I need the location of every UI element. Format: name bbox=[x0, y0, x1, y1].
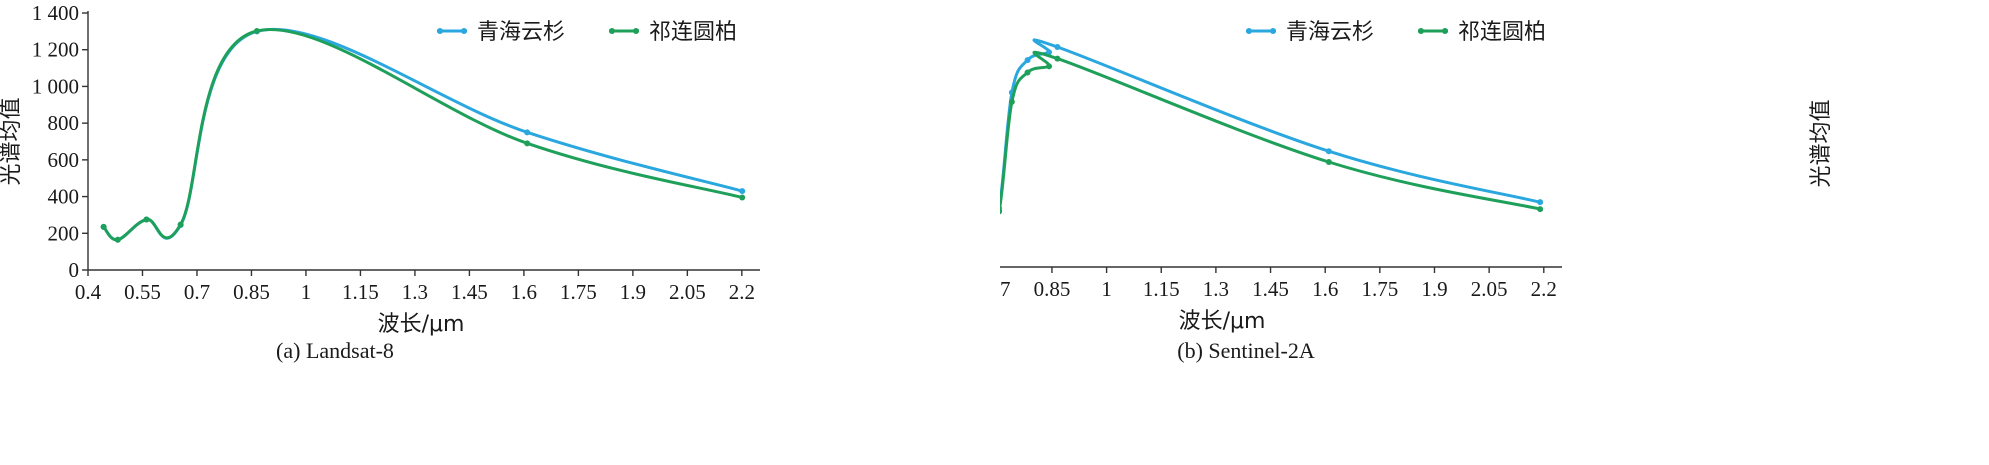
legend-marker bbox=[437, 28, 443, 34]
y-tick-label: 600 bbox=[48, 148, 80, 172]
legend-marker bbox=[1442, 28, 1448, 34]
data-point bbox=[1537, 199, 1544, 206]
x-tick-label: 1.15 bbox=[1143, 277, 1180, 301]
data-point bbox=[524, 129, 531, 136]
x-tick-label: 1.6 bbox=[511, 280, 537, 304]
x-tick-label: 2.2 bbox=[729, 280, 755, 304]
x-tick-label: 1.45 bbox=[451, 280, 488, 304]
series-line-qilian-juniper bbox=[1000, 50, 1542, 215]
data-point bbox=[253, 27, 260, 34]
data-point bbox=[1325, 148, 1332, 155]
x-tick-label: 0.7 bbox=[184, 280, 210, 304]
y-tick-label: 1 400 bbox=[32, 1, 79, 25]
legend-marker bbox=[1418, 28, 1424, 34]
y-axis-title: 光谱均值 bbox=[0, 97, 24, 185]
x-tick-label: 0.85 bbox=[233, 280, 270, 304]
chart-landsat8: 0 200 400 600 800 1 000 1 200 1 400 0.4 0.55 0.7 0.… bbox=[0, 1, 760, 363]
legend-label: 青海云杉 bbox=[477, 20, 565, 45]
x-tick-label: 1.9 bbox=[1421, 277, 1447, 301]
y-tick-label: 200 bbox=[48, 221, 80, 245]
x-tick-label: 1.9 bbox=[620, 280, 646, 304]
x-tick-label: 0.85 bbox=[1034, 277, 1071, 301]
x-tick-label: 2.05 bbox=[1471, 277, 1508, 301]
x-tick-label: 1.45 bbox=[1252, 277, 1289, 301]
data-point bbox=[114, 236, 121, 243]
x-axis-title: 波长/μm bbox=[378, 312, 465, 337]
data-point bbox=[1054, 44, 1061, 51]
data-point bbox=[143, 216, 150, 223]
y-tick-label: 1 200 bbox=[32, 38, 79, 62]
x-tick-label: 0.4 bbox=[75, 280, 102, 304]
x-tick-label: 1.75 bbox=[1361, 277, 1398, 301]
data-point bbox=[177, 221, 184, 228]
x-tick-label: 0.7 bbox=[1000, 277, 1010, 301]
x-tick-label: 1.15 bbox=[342, 280, 379, 304]
data-point bbox=[1024, 69, 1031, 76]
data-point bbox=[1537, 206, 1544, 213]
legend-marker bbox=[461, 28, 467, 34]
x-tick-label: 1.75 bbox=[560, 280, 597, 304]
data-point bbox=[1008, 98, 1015, 105]
legend-label: 祁连圆柏 bbox=[649, 20, 737, 45]
data-point bbox=[739, 194, 746, 201]
series-line-qinghai-spruce bbox=[1000, 38, 1542, 212]
x-axis-title: 波长/μm bbox=[1179, 309, 1266, 334]
legend-marker bbox=[633, 28, 639, 34]
data-point bbox=[1000, 208, 1003, 215]
data-point bbox=[524, 140, 531, 147]
legend-marker bbox=[609, 28, 615, 34]
data-point bbox=[1024, 57, 1031, 64]
legend-label: 祁连圆柏 bbox=[1458, 20, 1546, 45]
x-tick-label: 1.3 bbox=[1203, 277, 1229, 301]
x-tick-label: 1.3 bbox=[402, 280, 428, 304]
x-tick-label: 2.05 bbox=[669, 280, 706, 304]
x-tick-label: 1 bbox=[301, 280, 312, 304]
x-tick-label: 1 bbox=[1101, 277, 1112, 301]
x-tick-label: 1.6 bbox=[1312, 277, 1338, 301]
x-tick-label: 2.2 bbox=[1531, 277, 1557, 301]
data-point bbox=[739, 188, 746, 195]
data-point bbox=[1325, 159, 1332, 166]
legend-label: 青海云杉 bbox=[1286, 20, 1374, 45]
data-point bbox=[1046, 63, 1053, 70]
data-point bbox=[1054, 55, 1061, 62]
x-tick-label: 0.55 bbox=[124, 280, 161, 304]
legend-marker bbox=[1246, 28, 1252, 34]
data-point bbox=[100, 223, 107, 230]
series-line-qilian-juniper bbox=[102, 28, 744, 242]
chart-caption: (a) Landsat-8 bbox=[276, 338, 394, 363]
legend-marker bbox=[1270, 28, 1276, 34]
y-axis-title: 光谱均值 bbox=[1809, 99, 1834, 187]
y-tick-label: 400 bbox=[48, 185, 80, 209]
y-tick-label: 800 bbox=[48, 111, 80, 135]
y-tick-label: 0 bbox=[69, 258, 80, 282]
y-tick-label: 1 000 bbox=[32, 74, 79, 98]
chart-caption: (b) Sentinel-2A bbox=[1177, 338, 1315, 363]
